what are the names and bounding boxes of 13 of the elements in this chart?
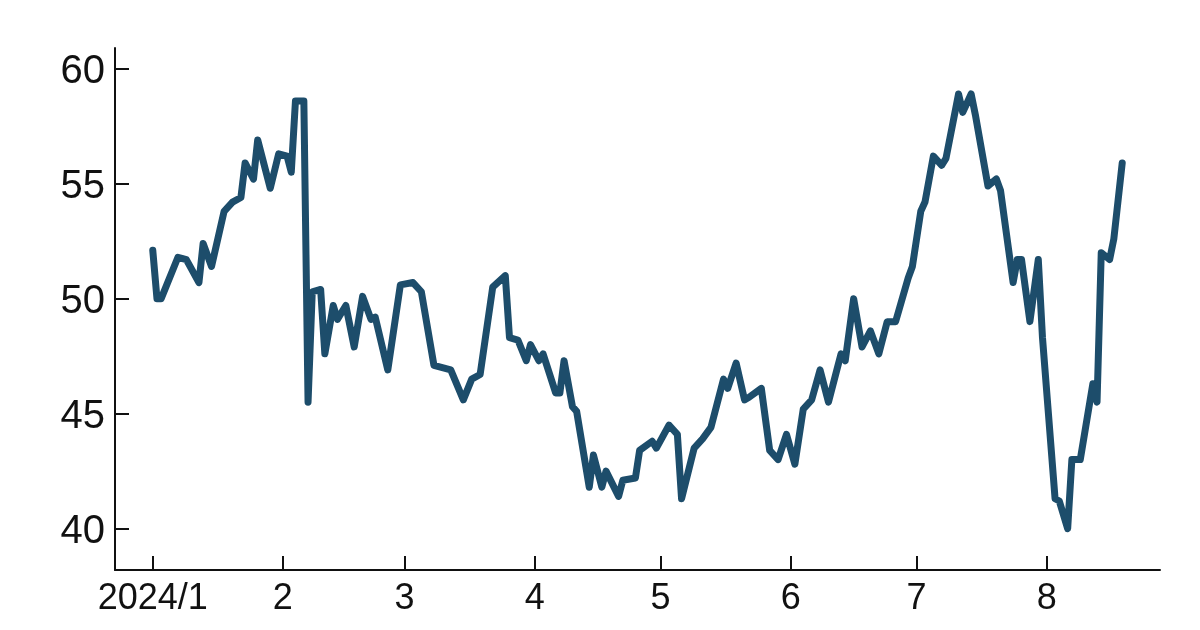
x-tick-label: 6 [780, 575, 801, 617]
y-tick-label: 40 [60, 506, 105, 551]
x-tick-label: 8 [1036, 575, 1057, 617]
x-tick-label: 2 [272, 575, 293, 617]
x-tick-label: 2024/1 [97, 575, 208, 617]
y-tick-label: 50 [60, 276, 105, 321]
y-tick-label: 45 [60, 391, 105, 436]
x-tick-label: 5 [650, 575, 671, 617]
x-tick-label: 7 [906, 575, 927, 617]
y-tick-label: 55 [60, 161, 105, 206]
x-tick-label: 3 [394, 575, 415, 617]
y-tick-label: 60 [60, 46, 105, 91]
x-tick-label: 4 [524, 575, 545, 617]
